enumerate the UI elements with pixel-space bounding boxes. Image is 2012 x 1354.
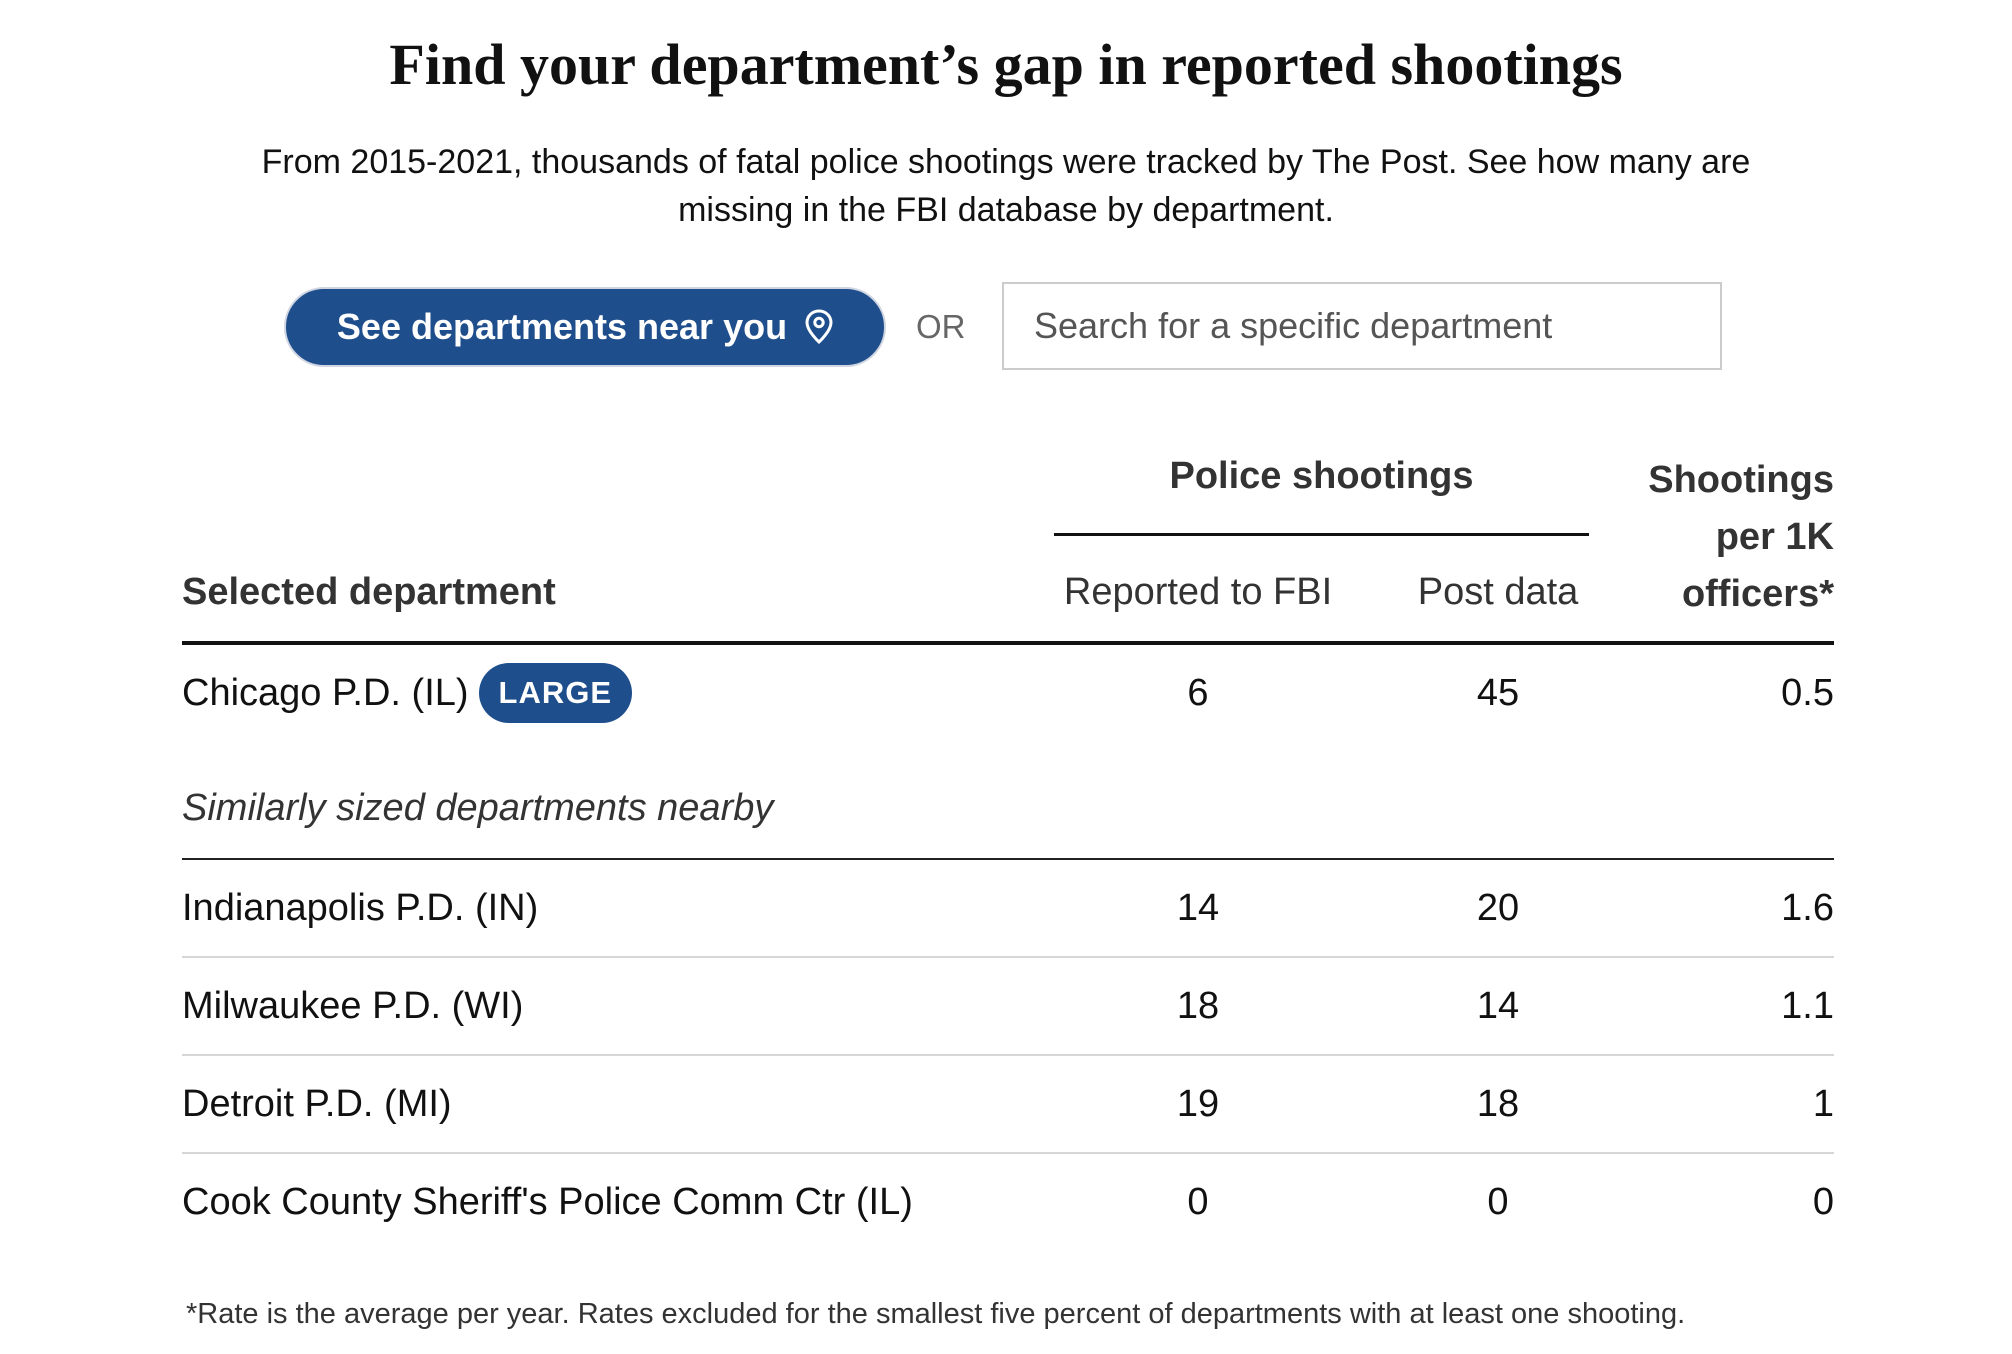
department-name-cell: Chicago P.D. (IL) LARGE xyxy=(182,645,1022,741)
rate-header-line: Shootings xyxy=(1648,459,1834,501)
rate-header-line: officers* xyxy=(1681,573,1834,615)
reported-fbi-cell: 0 xyxy=(1187,1180,1209,1223)
post-data-header: Post data xyxy=(1417,571,1579,613)
row-divider xyxy=(182,1152,1834,1154)
table-row[interactable]: Indianapolis P.D. (IN) 14 20 1.6 xyxy=(182,860,1834,956)
nearby-section-label: Similarly sized departments nearby xyxy=(182,787,774,829)
header-rule xyxy=(182,641,1834,645)
page-subtitle: From 2015-2021, thousands of fatal polic… xyxy=(261,143,1751,229)
rate-cell: 1.1 xyxy=(1781,984,1834,1027)
size-badge: LARGE xyxy=(478,663,633,723)
page-title: Find your department’s gap in reported s… xyxy=(389,32,1623,97)
post-data-cell: 18 xyxy=(1476,1082,1520,1125)
reported-fbi-cell: 19 xyxy=(1176,1082,1220,1125)
rate-cell: 0 xyxy=(1812,1180,1834,1223)
post-data-cell: 14 xyxy=(1476,984,1520,1027)
near-button-label: See departments near you xyxy=(336,306,788,347)
rate-header-line: per 1K xyxy=(1715,516,1834,558)
reported-fbi-cell: 14 xyxy=(1176,886,1220,929)
department-name: Indianapolis P.D. (IN) xyxy=(182,886,539,929)
rate-cell: 0.5 xyxy=(1781,671,1834,714)
post-data-cell: 45 xyxy=(1476,671,1520,714)
selected-department-row[interactable]: Chicago P.D. (IL) LARGE 6 45 0.5 xyxy=(182,645,1834,741)
department-name: Chicago P.D. (IL) xyxy=(182,671,469,714)
nearby-section-rule xyxy=(182,858,1834,860)
rate-cell: 1 xyxy=(1812,1082,1834,1125)
shootings-rate-header: Shootings per 1K officers* xyxy=(1574,452,1834,623)
see-departments-near-you-button[interactable]: See departments near you xyxy=(284,287,886,367)
reported-fbi-cell: 6 xyxy=(1187,671,1209,714)
department-name: Milwaukee P.D. (WI) xyxy=(182,984,524,1027)
department-name: Detroit P.D. (MI) xyxy=(182,1082,452,1125)
police-shootings-group-header: Police shootings xyxy=(1169,455,1474,497)
or-separator: OR xyxy=(916,308,966,345)
selected-department-header: Selected department xyxy=(182,571,556,613)
reported-fbi-cell: 18 xyxy=(1176,984,1220,1027)
table-row[interactable]: Milwaukee P.D. (WI) 18 14 1.1 xyxy=(182,958,1834,1054)
rate-cell: 1.6 xyxy=(1781,886,1834,929)
department-search-input[interactable] xyxy=(1002,282,1722,370)
post-data-cell: 20 xyxy=(1476,886,1520,929)
group-header-rule xyxy=(1054,533,1589,536)
row-divider xyxy=(182,1054,1834,1056)
table-row[interactable]: Detroit P.D. (MI) 19 18 1 xyxy=(182,1056,1834,1152)
post-data-cell: 0 xyxy=(1487,1180,1509,1223)
table-row[interactable]: Cook County Sheriff's Police Comm Ctr (I… xyxy=(182,1154,1834,1250)
row-divider xyxy=(182,956,1834,958)
rate-footnote: *Rate is the average per year. Rates exc… xyxy=(186,1298,1686,1330)
location-pin-icon xyxy=(805,309,833,345)
reported-to-fbi-header: Reported to FBI xyxy=(1063,571,1333,613)
department-name: Cook County Sheriff's Police Comm Ctr (I… xyxy=(182,1180,913,1223)
